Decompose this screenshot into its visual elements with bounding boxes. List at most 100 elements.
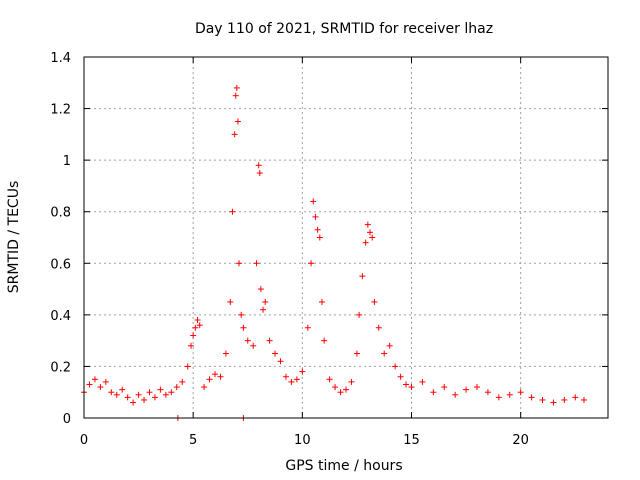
x-axis-label: GPS time / hours	[285, 458, 402, 474]
data-point	[229, 208, 236, 215]
y-tick-label: 0.4	[50, 309, 71, 324]
data-point	[408, 384, 415, 391]
data-point	[201, 384, 208, 391]
data-point	[337, 389, 344, 396]
data-point	[375, 324, 382, 331]
x-tick-label: 20	[512, 433, 529, 448]
data-point	[550, 399, 557, 406]
data-point	[232, 92, 239, 99]
x-tick-label: 15	[403, 433, 420, 448]
data-point	[561, 396, 568, 403]
data-point	[86, 381, 93, 388]
data-point	[192, 324, 199, 331]
data-point	[260, 306, 267, 313]
y-tick-label: 0	[63, 412, 71, 427]
grid	[84, 57, 608, 418]
axis-ticks	[83, 56, 608, 419]
data-point	[362, 239, 369, 246]
data-point	[173, 384, 180, 391]
data-point	[124, 394, 131, 401]
data-point	[463, 386, 470, 393]
data-point	[256, 170, 263, 177]
data-point	[356, 311, 363, 318]
x-tick-label: 10	[294, 433, 311, 448]
data-point	[240, 324, 247, 331]
data-point	[403, 381, 410, 388]
data-point	[277, 358, 284, 365]
data-points	[81, 84, 587, 421]
data-point	[146, 389, 153, 396]
data-point	[367, 229, 374, 236]
data-point	[364, 221, 371, 228]
data-point	[321, 337, 328, 344]
data-point	[371, 298, 378, 305]
data-point	[316, 234, 323, 241]
data-point	[257, 286, 264, 293]
data-point	[419, 378, 426, 385]
data-point	[141, 396, 148, 403]
data-point	[506, 391, 513, 398]
chart-title: Day 110 of 2021, SRMTID for receiver lha…	[195, 21, 493, 37]
data-point	[272, 350, 279, 357]
y-tick-label: 0.6	[50, 257, 71, 272]
plot-frame	[83, 56, 609, 419]
data-point	[392, 363, 399, 370]
data-point	[236, 260, 243, 267]
data-point	[528, 394, 535, 401]
data-point	[397, 373, 404, 380]
data-point	[222, 350, 229, 357]
data-point	[304, 324, 311, 331]
data-point	[102, 378, 109, 385]
data-point	[539, 396, 546, 403]
data-point	[168, 389, 175, 396]
data-point	[517, 389, 524, 396]
data-point	[381, 350, 388, 357]
data-point	[255, 162, 262, 169]
data-point	[299, 368, 306, 375]
data-point	[135, 391, 142, 398]
data-point	[430, 389, 437, 396]
data-point	[348, 378, 355, 385]
y-tick-label: 1	[63, 154, 71, 169]
data-point	[162, 391, 169, 398]
data-point	[572, 394, 579, 401]
data-point	[353, 350, 360, 357]
y-tick-label: 0.2	[50, 360, 71, 375]
data-point	[293, 376, 300, 383]
data-point	[113, 391, 120, 398]
data-point	[244, 337, 251, 344]
y-tick-label: 1.2	[50, 103, 71, 118]
data-point	[310, 198, 317, 205]
data-point	[151, 394, 158, 401]
data-point	[312, 213, 319, 220]
data-point	[580, 396, 587, 403]
data-point	[386, 342, 393, 349]
data-point	[452, 391, 459, 398]
data-point	[108, 389, 115, 396]
data-point	[253, 260, 260, 267]
data-point	[190, 332, 197, 339]
data-point	[179, 378, 186, 385]
data-point	[343, 386, 349, 393]
data-point	[130, 399, 137, 406]
data-point	[495, 394, 502, 401]
data-point	[212, 371, 218, 378]
data-point	[196, 322, 203, 329]
data-point	[234, 118, 241, 125]
data-point	[441, 384, 448, 391]
y-axis-label: SRMTID / TECUs	[6, 181, 22, 294]
tick-labels: 0 0.2 0.4 0.6 0.8 1 1.2 1.4 0 5 10 15 20	[50, 51, 529, 448]
data-point	[288, 378, 295, 385]
x-tick-label: 5	[189, 433, 197, 448]
data-point	[217, 373, 224, 380]
data-point	[227, 298, 234, 305]
data-point	[474, 384, 480, 391]
data-point	[91, 376, 98, 383]
data-point	[282, 373, 289, 380]
data-point	[484, 389, 491, 396]
data-point	[326, 376, 333, 383]
data-point	[314, 226, 321, 233]
data-point	[206, 376, 213, 383]
data-point	[238, 311, 245, 318]
